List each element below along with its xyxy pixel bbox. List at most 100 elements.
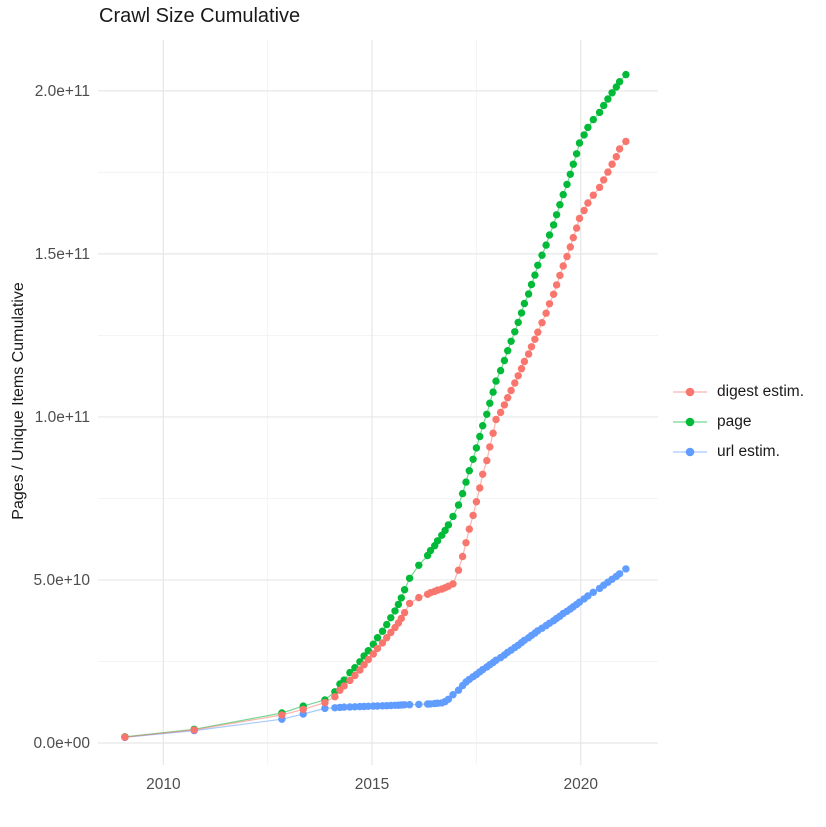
legend-item-page: page — [670, 407, 804, 437]
series-point-digest-estim- — [465, 525, 473, 533]
series-point-page — [458, 489, 467, 498]
series-point-page — [483, 410, 491, 418]
series-point-page — [340, 676, 348, 684]
series-point-page — [486, 399, 494, 407]
series-point-page — [580, 131, 588, 139]
series-point-page — [397, 594, 405, 602]
series-point-page — [534, 261, 542, 269]
series-point-page — [563, 180, 571, 189]
series-point-digest-estim- — [527, 343, 536, 351]
series-point-digest-estim- — [489, 429, 497, 437]
series-point-digest-estim- — [566, 243, 574, 251]
series-point-digest-estim- — [612, 153, 620, 161]
series-point-digest-estim- — [387, 628, 395, 637]
series-point-page — [496, 366, 505, 375]
x-tick-label: 2015 — [355, 776, 389, 793]
series-point-page — [500, 356, 509, 365]
series-point-digest-estim- — [569, 233, 577, 242]
series-point-digest-estim- — [511, 379, 519, 387]
series-point-digest-estim- — [500, 401, 509, 409]
series-point-digest-estim- — [563, 252, 571, 261]
series-point-page — [469, 455, 477, 463]
series-point-digest-estim- — [549, 290, 558, 298]
series-point-digest-estim- — [458, 552, 467, 561]
series-point-digest-estim- — [538, 319, 546, 327]
series-point-url-estim- — [584, 592, 592, 600]
series-point-page — [514, 318, 522, 327]
legend-label-url-estim: url estim. — [717, 443, 780, 460]
series-point-page — [566, 170, 574, 178]
series-point-digest-estim- — [351, 671, 359, 680]
series-point-page — [441, 526, 449, 535]
series-point-page — [507, 337, 515, 345]
series-point-page — [465, 467, 473, 475]
series-point-url-estim- — [405, 701, 414, 709]
series-point-digest-estim- — [545, 300, 554, 308]
series-point-page — [433, 537, 442, 545]
legend: digest estim. page url estim. — [670, 377, 804, 467]
series-point-page — [444, 521, 453, 529]
y-tick-label: 5.0e+10 — [34, 572, 91, 589]
series-point-digest-estim- — [397, 614, 405, 623]
series-point-digest-estim- — [400, 608, 409, 617]
series-point-digest-estim- — [552, 281, 561, 289]
series-point-page — [373, 634, 382, 642]
chart-title: Crawl Size Cumulative — [99, 5, 301, 27]
legend-label-page: page — [717, 413, 752, 430]
series-point-page — [552, 211, 561, 219]
series-point-digest-estim- — [486, 443, 494, 451]
series-point-digest-estim- — [356, 666, 364, 674]
series-point-url-estim- — [615, 570, 624, 578]
series-point-digest-estim- — [369, 650, 377, 658]
series-point-page — [538, 251, 546, 259]
y-tick-label: 0.0e+00 — [34, 735, 91, 752]
series-point-page — [394, 600, 403, 609]
series-point-digest-estim- — [504, 394, 512, 402]
series-point-digest-estim- — [615, 145, 624, 153]
y-tick-label: 1.5e+11 — [35, 246, 90, 263]
series-point-digest-estim- — [514, 372, 522, 380]
series-point-page — [504, 347, 512, 355]
series-point-digest-estim- — [580, 206, 588, 215]
series-point-page — [600, 101, 608, 110]
series-point-digest-estim- — [331, 693, 339, 701]
series-point-page — [584, 123, 592, 132]
series-point-digest-estim- — [360, 661, 368, 669]
series-point-page — [542, 241, 550, 249]
series-point-digest-estim- — [584, 199, 592, 207]
series-point-digest-estim- — [507, 386, 515, 395]
series-point-page — [595, 108, 604, 117]
series-point-digest-estim- — [604, 168, 612, 176]
series-point-page — [449, 512, 457, 521]
series-point-digest-estim- — [575, 214, 584, 223]
series-point-page — [454, 501, 463, 509]
series-point-digest-estim- — [321, 698, 329, 707]
series-point-page — [527, 280, 536, 289]
series-point-page — [556, 201, 564, 209]
series-point-page — [549, 221, 558, 229]
legend-label-digest-estim: digest estim. — [717, 383, 805, 400]
series-point-page — [622, 70, 630, 79]
series-point-url-estim- — [444, 695, 453, 703]
series-point-digest-estim- — [278, 711, 286, 719]
series-point-digest-estim- — [542, 309, 550, 317]
series-point-digest-estim- — [524, 350, 533, 358]
series-point-digest-estim- — [364, 655, 372, 664]
series-point-url-estim- — [589, 588, 597, 596]
series-point-page — [479, 422, 487, 430]
y-tick-label: 2.0e+11 — [35, 83, 90, 100]
series-point-digest-estim- — [608, 160, 616, 168]
series-point-digest-estim- — [534, 328, 542, 336]
series-point-digest-estim- — [462, 539, 470, 547]
series-point-digest-estim- — [383, 634, 391, 642]
series-point-digest-estim- — [595, 183, 604, 192]
series-point-digest-estim- — [476, 484, 484, 492]
series-point-page — [520, 299, 529, 308]
series-point-digest-estim- — [479, 470, 487, 478]
series-point-page — [572, 150, 581, 158]
series-point-digest-estim- — [600, 176, 608, 184]
legend-key-url-estim-icon — [673, 447, 707, 457]
series-point-page — [472, 444, 481, 452]
series-point-page — [489, 388, 497, 396]
